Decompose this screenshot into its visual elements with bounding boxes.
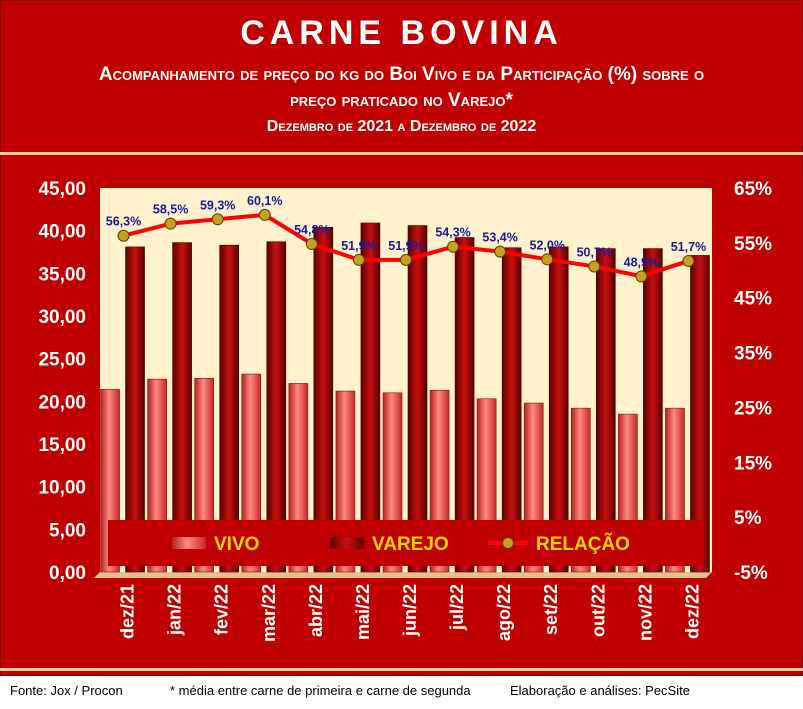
y-left-tick-label: 45,00 <box>38 179 86 200</box>
relacao-marker <box>305 237 318 250</box>
footer: Fonte: Jox / Procon * média entre carne … <box>0 683 803 703</box>
bar-varejo <box>313 226 334 573</box>
relacao-marker <box>635 270 648 283</box>
bar-varejo <box>172 242 192 573</box>
bar-varejo <box>125 246 145 573</box>
footer-credit: Elaboração e análises: PecSite <box>510 683 690 698</box>
x-tick-label: mar/22 <box>259 584 279 642</box>
footer-separator <box>0 668 803 671</box>
legend-label: VIVO <box>214 534 259 555</box>
chart-subtitle-line1: Acompanhamento de preço do kg do Boi Viv… <box>98 64 705 85</box>
y-left-tick-label: 25,00 <box>38 350 86 371</box>
x-tick-label: dez/22 <box>682 584 702 639</box>
bar-varejo <box>454 237 475 573</box>
chart-subtitle-line2: preço praticado no Varejo* <box>290 90 513 111</box>
y-left-tick-label: 15,00 <box>38 435 86 456</box>
y-right-tick-label: 15% <box>734 453 772 474</box>
x-tick-label: ago/22 <box>494 584 514 641</box>
relacao-data-label: 51,7% <box>671 240 706 254</box>
bar-varejo <box>360 222 381 573</box>
y-right-tick-label: 5% <box>734 508 762 529</box>
y-right-tick-label: 65% <box>734 179 772 200</box>
y-left-tick-label: 5,00 <box>49 520 86 541</box>
x-tick-label: nov/22 <box>635 584 655 641</box>
relacao-marker <box>447 240 460 253</box>
footer-note: * média entre carne de primeira e carne … <box>170 683 471 698</box>
x-tick-label: dez/21 <box>118 584 138 639</box>
relacao-data-label: 60,1% <box>247 194 282 208</box>
relacao-data-label: 59,3% <box>200 198 235 212</box>
x-tick-label: jun/22 <box>400 584 420 637</box>
relacao-data-label: 54,3% <box>435 226 470 240</box>
relacao-marker <box>400 253 412 266</box>
footer-source: Fonte: Jox / Procon <box>10 683 123 698</box>
bar-varejo <box>548 246 569 573</box>
legend-box <box>108 520 704 566</box>
chart-svg: 0,00 5,00 10,00 15,00 20,00 25,00 30,00 35,00 40… <box>38 179 772 642</box>
y-right-tick-label: 45% <box>734 289 772 310</box>
y-right-tick-label: 35% <box>734 344 772 365</box>
legend-swatch-vivo <box>172 537 206 549</box>
relacao-data-label: 54,8% <box>294 223 329 237</box>
relacao-marker <box>258 208 271 221</box>
relacao-data-label: 53,4% <box>482 231 517 245</box>
y-left-tick-label: 0,00 <box>49 563 86 584</box>
relacao-marker <box>164 217 177 230</box>
y-right-tick-label: 55% <box>734 234 772 255</box>
relacao-marker <box>117 229 130 242</box>
y-right-tick-label: 25% <box>734 398 772 419</box>
x-tick-label: jan/22 <box>165 584 185 636</box>
x-tick-label: out/22 <box>588 584 608 637</box>
legend-swatch-relacao-marker <box>502 537 514 549</box>
header-separator <box>0 152 803 155</box>
legend-label: VAREJO <box>372 534 449 555</box>
bar-varejo <box>501 247 522 573</box>
x-tick-label: abr/22 <box>306 584 326 637</box>
relacao-data-label: 56,3% <box>106 215 141 229</box>
x-tick-label: mai/22 <box>353 584 373 640</box>
relacao-marker <box>541 253 554 266</box>
relacao-data-label: 58,5% <box>153 203 188 217</box>
relacao-data-label: 48,9% <box>624 255 659 269</box>
x-tick-label: fev/22 <box>212 584 232 635</box>
y-left-tick-label: 35,00 <box>38 264 86 285</box>
legend-swatch-varejo <box>330 537 364 549</box>
y-left-tick-label: 10,00 <box>38 478 86 499</box>
x-tick-label: set/22 <box>541 584 561 635</box>
bar-varejo <box>219 244 239 573</box>
chart-period: Dezembro de 2021 a Dezembro de 2022 <box>266 118 537 135</box>
y-left-tick-label: 30,00 <box>38 307 86 328</box>
plot-floor <box>94 572 712 578</box>
bar-varejo <box>266 241 287 573</box>
x-tick-label: jul/22 <box>447 584 467 631</box>
relacao-marker <box>352 253 365 266</box>
legend-label: RELAÇÃO <box>536 533 630 555</box>
relacao-marker <box>494 245 507 258</box>
bar-varejo <box>643 248 663 573</box>
bar-varejo <box>690 255 710 573</box>
relacao-data-label: 51,9% <box>341 239 376 253</box>
relacao-marker <box>211 213 224 226</box>
relacao-marker <box>682 254 695 267</box>
chart-title: CARNE BOVINA <box>240 14 563 52</box>
y-right-tick-label: -5% <box>734 563 768 584</box>
y-left-tick-label: 40,00 <box>38 222 86 243</box>
y-left-tick-label: 20,00 <box>38 392 86 413</box>
bar-varejo <box>596 248 616 573</box>
bar-varejo <box>407 225 428 573</box>
relacao-data-label: 52,0% <box>530 238 565 252</box>
relacao-data-label: 50,7% <box>577 245 612 259</box>
relacao-data-label: 51,9% <box>388 239 423 253</box>
relacao-marker <box>588 260 601 273</box>
